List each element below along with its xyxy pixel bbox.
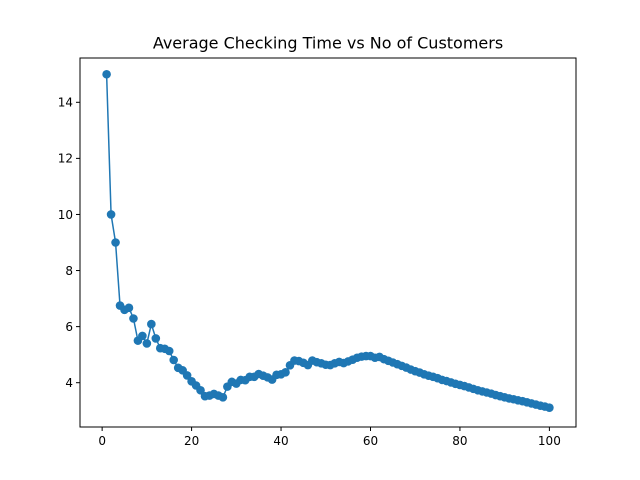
- x-tick-label: 80: [452, 434, 467, 448]
- x-tick-label: 100: [538, 434, 561, 448]
- axes-frame: [79, 57, 577, 428]
- y-tick-label: 6: [65, 320, 73, 334]
- data-point: [281, 368, 290, 377]
- x-tick-label: 40: [273, 434, 288, 448]
- data-point: [147, 319, 156, 329]
- data-point: [182, 371, 192, 380]
- chart-title: Average Checking Time vs No of Customers: [153, 34, 503, 53]
- data-point: [102, 69, 111, 79]
- data-point: [106, 210, 116, 219]
- data-point: [124, 303, 134, 313]
- y-tick-label: 8: [65, 264, 73, 278]
- data-point: [196, 385, 205, 395]
- data-point: [129, 314, 138, 323]
- x-tick-label: 60: [363, 434, 378, 448]
- plot-area: [102, 69, 554, 412]
- data-point: [151, 334, 161, 343]
- x-tick-label: 20: [184, 434, 199, 448]
- y-tick-label: 4: [65, 376, 73, 390]
- data-point: [138, 331, 147, 341]
- y-tick-label: 12: [58, 152, 73, 166]
- data-point: [142, 339, 152, 348]
- data-point: [164, 346, 174, 356]
- y-tick-label: 14: [58, 96, 73, 110]
- y-tick-label: 10: [58, 208, 73, 222]
- data-point: [218, 392, 228, 402]
- data-point: [545, 403, 554, 412]
- data-point: [169, 355, 178, 365]
- data-point: [111, 238, 120, 247]
- axes: 0 20 40 60 80 100 4 6 8 10 12 14: [58, 57, 577, 448]
- x-tick-label: 0: [98, 434, 106, 448]
